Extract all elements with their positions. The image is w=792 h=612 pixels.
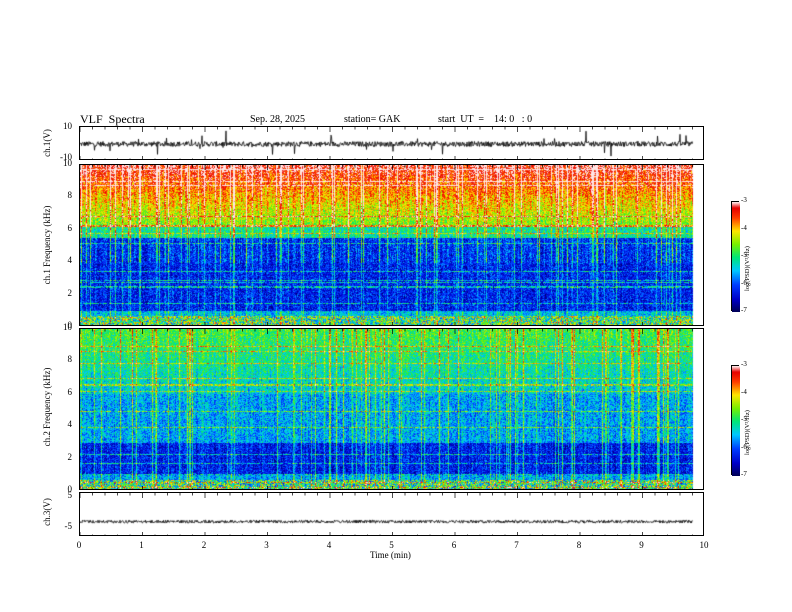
ch3-ytick: 5 bbox=[67, 490, 73, 500]
colorbar-gradient bbox=[732, 366, 740, 476]
time-tick-label: 6 bbox=[451, 540, 457, 550]
time-tick-label: 1 bbox=[139, 540, 144, 550]
time-tick-label: 0 bbox=[76, 540, 82, 550]
time-tick-label: 3 bbox=[264, 540, 269, 550]
colorbar-tick-label: -5 bbox=[741, 251, 747, 259]
frequency-tick-label: 10 bbox=[63, 158, 72, 168]
time-tick-label: 4 bbox=[326, 540, 332, 550]
ch1-waveform-panel bbox=[79, 126, 704, 160]
ch3-waveform-panel bbox=[79, 492, 704, 536]
figure-title: VLF Spectra bbox=[80, 112, 145, 126]
ch1-waveform-trace bbox=[80, 127, 703, 159]
date-label: Sep. 28, 2025 bbox=[250, 114, 305, 125]
ch2-spectrogram-panel bbox=[79, 328, 704, 490]
ch1-ytick: 10 bbox=[63, 121, 72, 131]
time-tick-marks bbox=[80, 329, 693, 489]
ch1-colorbar bbox=[731, 201, 740, 312]
time-tick-label: 8 bbox=[576, 540, 582, 550]
colorbar-tick-label: -6 bbox=[741, 442, 747, 451]
frequency-tick-label: 6 bbox=[67, 386, 73, 397]
frequency-tick-label: 2 bbox=[67, 287, 73, 298]
ch2-spectrogram-image bbox=[80, 329, 703, 489]
colorbar-tick-label: -4 bbox=[741, 387, 747, 396]
start-ut-label: start UT = 14: 0 : 0 bbox=[438, 114, 533, 125]
ch2-colorbar bbox=[731, 365, 740, 476]
time-tick-marks bbox=[80, 493, 693, 535]
frequency-tick-label: 8 bbox=[67, 354, 73, 365]
colorbar-tick-label: -7 bbox=[741, 306, 747, 314]
ch1-ytick: -10 bbox=[60, 152, 72, 162]
ch3-waveform-trace bbox=[80, 493, 703, 535]
x-axis-label: Time (min) bbox=[370, 550, 411, 560]
time-tick-label: 9 bbox=[639, 540, 644, 550]
colorbar-tick-label: -5 bbox=[741, 415, 747, 423]
ch2-spectrogram-ylabel: ch.2 Frequency (kHz) bbox=[42, 367, 52, 447]
frequency-tick-label: 10 bbox=[63, 322, 72, 332]
frequency-tick-label: 6 bbox=[67, 222, 73, 233]
frequency-tick-label: 0 bbox=[67, 484, 73, 494]
ch3-ytick: -5 bbox=[64, 521, 73, 531]
colorbar-tick-label: -4 bbox=[741, 223, 747, 232]
station-label: station= GAK bbox=[344, 114, 401, 125]
time-tick-marks bbox=[80, 127, 693, 159]
colorbar-tick-label: -6 bbox=[741, 278, 747, 287]
colorbar-tick-label: -3 bbox=[741, 196, 747, 204]
frequency-tick-label: 4 bbox=[67, 419, 73, 430]
time-tick-marks bbox=[80, 165, 693, 325]
frequency-tick-label: 0 bbox=[67, 320, 73, 330]
time-tick-label: 7 bbox=[514, 540, 519, 550]
colorbar-tick-label: -3 bbox=[741, 360, 747, 368]
time-tick-label: 10 bbox=[699, 540, 709, 550]
ch1-spectrogram-ylabel: ch.1 Frequency (kHz) bbox=[42, 205, 52, 285]
time-tick-label: 5 bbox=[389, 540, 394, 550]
frequency-tick-label: 4 bbox=[67, 255, 73, 266]
frequency-tick-label: 8 bbox=[67, 190, 73, 201]
time-tick-label: 2 bbox=[201, 540, 207, 550]
colorbar-gradient bbox=[732, 202, 740, 312]
frequency-tick-label: 2 bbox=[67, 451, 73, 462]
colorbar-tick-label: -7 bbox=[741, 470, 747, 478]
ch1-spectrogram-panel bbox=[79, 164, 704, 326]
ch1-spectrogram-image bbox=[80, 165, 703, 325]
